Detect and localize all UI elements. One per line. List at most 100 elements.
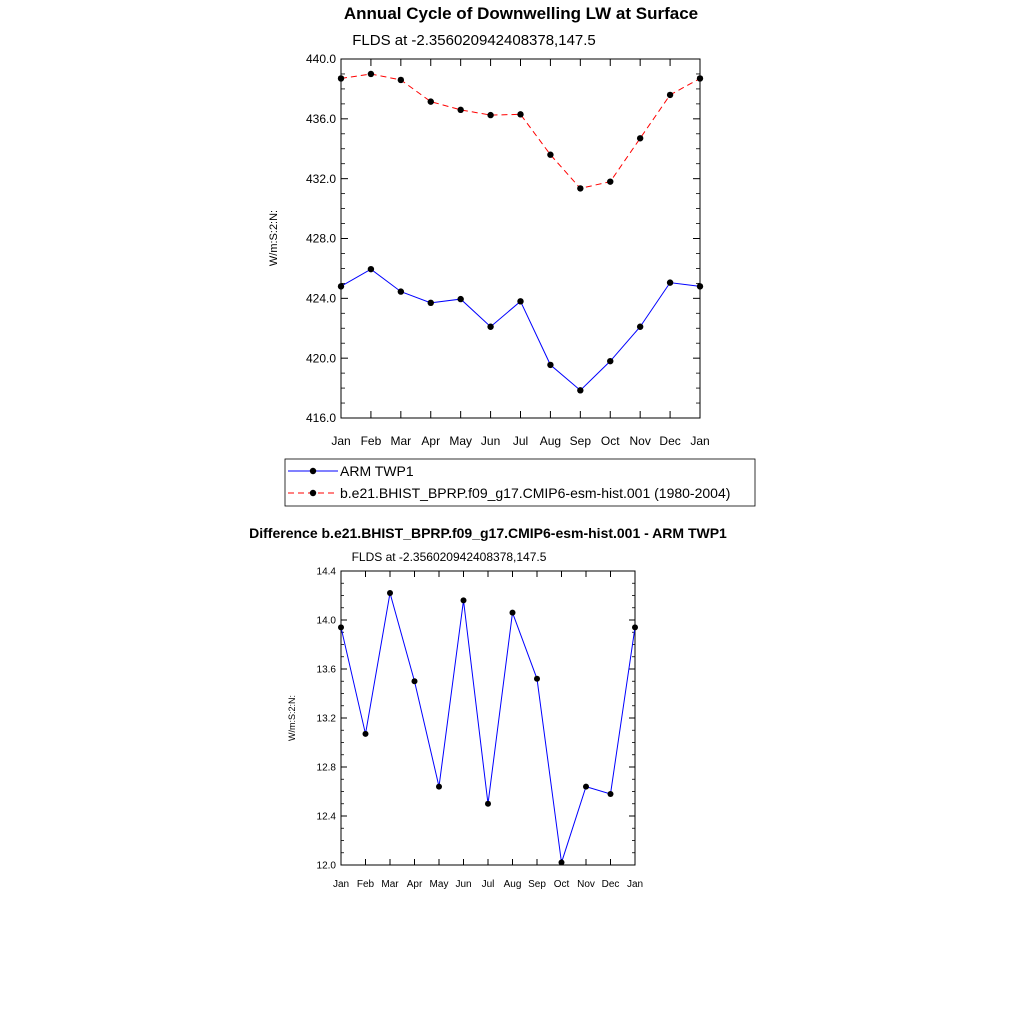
chart1-series-1-point — [457, 106, 464, 114]
legend-marker-model — [309, 489, 317, 497]
chart1-title: Annual Cycle of Downwelling LW at Surfac… — [344, 4, 698, 23]
chart1-series-0-point — [636, 323, 644, 330]
chart1-xtick-label: Nov — [629, 434, 650, 448]
chart1-series-0-point — [666, 279, 674, 286]
legend-box — [284, 458, 756, 507]
chart2-series — [338, 590, 638, 866]
chart2-series-0-point — [632, 624, 638, 631]
chart2-series-0-point — [509, 609, 516, 616]
chart1-series-1-point — [517, 111, 524, 118]
chart1-series-1-point — [696, 75, 704, 82]
chart2-xtick-label: Aug — [504, 879, 522, 890]
chart2-xtick-label: Oct — [554, 879, 570, 890]
legend-label-arm: ARM TWP1 — [340, 463, 414, 479]
chart1-series-1-point — [547, 151, 554, 158]
chart1-xtick-label: Sep — [570, 434, 592, 448]
chart1-series-0-point — [547, 361, 554, 369]
chart2-series-0-point — [338, 624, 344, 631]
chart1-series-1-point — [607, 178, 614, 185]
chart2-series-0-point — [534, 675, 540, 682]
chart1-series — [337, 70, 704, 394]
chart1-xtick-label: Dec — [659, 434, 680, 448]
chart2-axes: 12.0 12.4 12.8 13.2 13.6 14.0 14.4 Jan Feb Mar Apr… — [317, 567, 644, 891]
chart1-xtick-label: Feb — [361, 434, 382, 448]
chart2-ytick-label: 12.8 — [317, 763, 337, 774]
chart1-series-1-point — [367, 70, 375, 78]
chart1-ytick-label: 428.0 — [306, 232, 336, 246]
chart2-xtick-label: May — [430, 879, 449, 890]
chart1-series-1-point — [337, 75, 345, 82]
chart1-xtick-label: Jan — [690, 434, 709, 448]
chart2-xtick-label: Nov — [577, 879, 595, 890]
annual-cycle-chart: Annual Cycle of Downwelling LW at Surfac… — [268, 4, 710, 448]
chart2-ytick-label: 12.4 — [317, 812, 337, 823]
chart2-xtick-label: Dec — [602, 879, 620, 890]
chart1-series-0-point — [487, 323, 494, 330]
chart2-series-0-point — [387, 590, 393, 597]
chart2-xtick-label: Mar — [381, 879, 399, 890]
chart2-series-0-point — [460, 597, 467, 604]
chart1-series-0-point — [517, 298, 524, 305]
chart1-series-1-point — [427, 98, 434, 105]
chart1-series-1-point — [397, 76, 405, 84]
chart2-ytick-label: 14.0 — [317, 616, 337, 627]
chart2-subtitle: FLDS at -2.356020942408378,147.5 — [352, 550, 547, 564]
chart2-series-0-point — [558, 859, 565, 866]
chart1-series-0-point — [337, 283, 345, 290]
chart1-series-1-point — [666, 91, 674, 99]
chart1-ytick-label: 416.0 — [306, 411, 336, 425]
chart1-axes: 416.0 420.0 424.0 428.0 432.0 436.0 440.0 Jan Fe… — [306, 52, 710, 448]
chart2-ytick-label: 13.2 — [317, 714, 337, 725]
chart2-series-0-point — [436, 783, 442, 790]
chart2-xtick-label: Sep — [528, 879, 546, 890]
chart1-xtick-label: Jul — [513, 434, 528, 448]
chart2-xtick-label: Jul — [482, 879, 495, 890]
chart2-ytick-label: 13.6 — [317, 665, 337, 676]
chart2-series-0-point — [485, 800, 491, 807]
chart2-ytick-label: 12.0 — [317, 861, 337, 872]
chart2-ytick-label: 14.4 — [317, 567, 337, 578]
chart2-xtick-label: Jan — [627, 879, 643, 890]
chart1-series-0-point — [577, 387, 584, 394]
chart2-series-0-point — [411, 678, 418, 685]
chart1-series-1-point — [487, 111, 494, 119]
chart1-xtick-label: Aug — [540, 434, 561, 448]
chart1-series-line-0 — [340, 268, 701, 392]
chart1-series-0-point — [397, 288, 405, 295]
chart1-series-1-point — [636, 135, 644, 142]
chart2-title: Difference b.e21.BHIST_BPRP.f09_g17.CMIP… — [249, 525, 727, 541]
chart1-legend: ARM TWP1 b.e21.BHIST_BPRP.f09_g17.CMIP6-… — [284, 458, 756, 507]
chart1-xtick-label: Mar — [390, 434, 411, 448]
chart1-series-0-point — [427, 299, 434, 307]
difference-chart: Difference b.e21.BHIST_BPRP.f09_g17.CMIP… — [249, 525, 727, 890]
chart2-series-0-point — [583, 783, 589, 790]
chart1-xtick-label: Oct — [601, 434, 620, 448]
chart2-series-0-point — [362, 730, 369, 737]
chart1-ytick-label: 424.0 — [306, 292, 336, 306]
legend-label-model: b.e21.BHIST_BPRP.f09_g17.CMIP6-esm-hist.… — [340, 485, 730, 501]
chart1-series-line-1 — [340, 73, 701, 189]
chart2-xtick-label: Jan — [333, 879, 349, 890]
chart1-series-1-point — [577, 185, 584, 192]
legend-marker-arm — [309, 467, 317, 475]
chart1-subtitle: FLDS at -2.356020942408378,147.5 — [352, 32, 596, 49]
chart2-xtick-label: Feb — [357, 879, 375, 890]
chart1-xtick-label: May — [449, 434, 472, 448]
chart1-ytick-label: 432.0 — [306, 172, 336, 186]
chart2-series-0-point — [607, 790, 614, 797]
chart1-xtick-label: Jun — [481, 434, 500, 448]
chart1-series-0-point — [607, 357, 614, 365]
chart1-ytick-label: 440.0 — [306, 52, 336, 66]
chart1-series-0-point — [457, 295, 464, 303]
chart2-ylabel: W/m:S:2:N: — [287, 695, 297, 741]
chart2-xtick-label: Apr — [407, 879, 423, 890]
chart1-ytick-label: 420.0 — [306, 351, 336, 365]
chart1-series-0-point — [696, 283, 704, 290]
chart1-series-0-point — [367, 265, 375, 273]
chart2-plot-frame — [340, 570, 636, 866]
chart2-series-line-0 — [340, 592, 636, 863]
chart1-xtick-label: Apr — [421, 434, 440, 448]
chart1-ytick-label: 436.0 — [306, 112, 336, 126]
chart1-ylabel: W/m:S:2:N: — [268, 210, 280, 266]
